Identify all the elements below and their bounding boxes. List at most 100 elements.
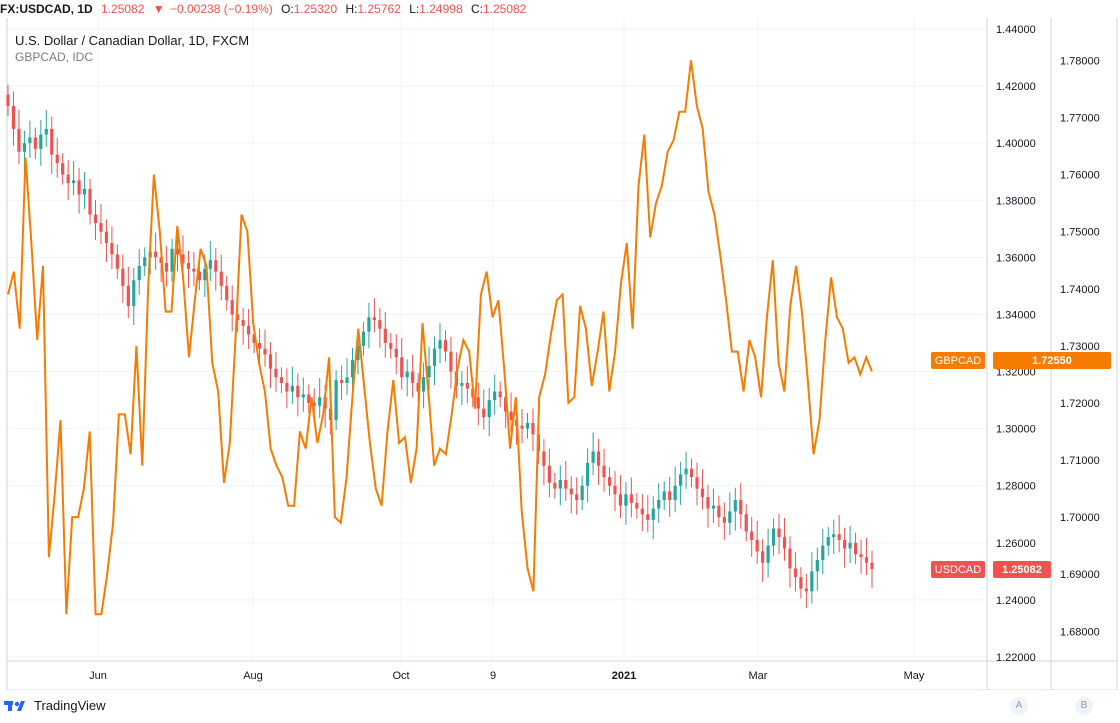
- candle-body: [531, 422, 535, 435]
- usdcad-candle: [400, 338, 404, 390]
- usdcad-candle: [296, 373, 300, 417]
- candle-body: [268, 354, 273, 369]
- usdcad-candle: [624, 482, 628, 525]
- candle-body: [580, 485, 584, 500]
- candle-body: [575, 494, 579, 500]
- usdcad-candle: [432, 336, 437, 385]
- usdcad-candle: [230, 285, 234, 332]
- right-axis-tick: 1.70000: [1060, 512, 1100, 524]
- right-price-axis[interactable]: 1.68000 1.69000 1.70000 1.71000 1.72000 1.730…: [1060, 55, 1100, 638]
- usdcad-candle: [509, 392, 513, 433]
- candle-body: [241, 320, 245, 326]
- usdcad-candle: [788, 536, 792, 588]
- candle-body: [504, 397, 508, 412]
- candle-body: [509, 411, 513, 421]
- candle-body: [33, 137, 37, 149]
- candle-body: [164, 263, 169, 272]
- usdcad-candle: [520, 408, 524, 444]
- candle-body: [547, 465, 551, 483]
- usdcad-candle: [498, 381, 502, 408]
- usdcad-candle: [575, 477, 579, 515]
- candle-body: [564, 480, 568, 489]
- usdcad-candle: [782, 517, 787, 561]
- usdcad-candle: [44, 109, 48, 147]
- usdcad-candle: [72, 161, 76, 196]
- usdcad-candle: [777, 513, 781, 554]
- left-price-axis[interactable]: 1.22000 1.24000 1.26000 1.28000 1.30000 1.320…: [996, 24, 1036, 664]
- candle-body: [225, 285, 229, 301]
- usdcad-candle: [618, 475, 623, 518]
- candle-body: [793, 568, 798, 578]
- usdcad-candle: [558, 465, 562, 506]
- candle-body: [679, 474, 683, 486]
- candle-body: [711, 505, 716, 509]
- footer-bar: TradingView A B: [0, 690, 1120, 723]
- right-axis-tick: 1.75000: [1060, 227, 1100, 239]
- candle-body: [700, 488, 705, 498]
- usdcad-candle: [104, 219, 109, 263]
- candle-body: [662, 491, 666, 500]
- candle-body: [722, 517, 726, 523]
- usdcad-candle: [821, 528, 825, 575]
- usdcad-candle: [700, 469, 705, 510]
- usdcad-candle: [88, 178, 92, 225]
- candle-body: [88, 188, 92, 215]
- price-change: −0.00238 (−0.19%): [169, 2, 273, 16]
- candle-body: [859, 554, 863, 558]
- candle-body: [438, 340, 442, 349]
- usdcad-candle: [711, 488, 716, 524]
- legend-main: U.S. Dollar / Canadian Dollar, 1D, FXCM: [15, 33, 249, 48]
- usdcad-candle: [449, 337, 453, 389]
- candle-body: [77, 180, 81, 195]
- candle-body: [651, 508, 655, 520]
- time-axis-tick: 9: [490, 670, 496, 682]
- candle-body: [334, 380, 338, 421]
- candle-body: [154, 251, 158, 258]
- gbpcad-price-tag: GBPCAD 1.72550: [931, 352, 1111, 369]
- usdcad-candle: [646, 495, 650, 533]
- tradingview-logo[interactable]: TradingView: [4, 698, 106, 713]
- usdcad-candle: [186, 250, 191, 288]
- usdcad-candle: [662, 481, 666, 510]
- usdcad-candle: [219, 254, 223, 301]
- usdcad-candle: [263, 329, 267, 367]
- candle-body: [493, 391, 497, 401]
- candle-body: [11, 106, 16, 129]
- candle-body: [558, 480, 562, 489]
- symbol-title[interactable]: FX:USDCAD, 1D: [0, 2, 93, 16]
- candle-body: [821, 545, 825, 560]
- usdcad-candle: [487, 387, 491, 437]
- chart-canvas[interactable]: 1.22000 1.24000 1.26000 1.28000 1.30000 1.320…: [0, 0, 1120, 690]
- time-axis-tick: 2021: [612, 670, 636, 682]
- time-axis-tick: Oct: [392, 670, 409, 682]
- candle-body: [766, 545, 770, 563]
- candle-body: [170, 248, 174, 272]
- usdcad-candle: [657, 483, 661, 524]
- open-label: O:: [281, 2, 294, 16]
- candle-body: [279, 377, 284, 383]
- candle-body: [61, 163, 65, 175]
- time-axis[interactable]: Jun Aug Oct 9 2021 Mar May: [89, 670, 925, 682]
- gbpcad-line: [7, 60, 873, 616]
- usdcad-candle: [28, 120, 32, 158]
- scale-b-button[interactable]: B: [1052, 690, 1116, 720]
- scale-a-button[interactable]: A: [987, 690, 1051, 720]
- usdcad-candle: [126, 266, 130, 319]
- usdcad-candle: [640, 494, 644, 532]
- left-axis-tick: 1.24000: [996, 595, 1036, 607]
- candle-body: [832, 534, 836, 538]
- candle-body: [804, 588, 808, 592]
- usdcad-candle: [290, 366, 294, 404]
- last-price: 1.25082: [101, 2, 145, 16]
- usdcad-candle: [482, 389, 486, 430]
- candle-body: [733, 500, 737, 512]
- candle-body: [864, 557, 869, 563]
- usdcad-candle: [132, 267, 136, 326]
- usdcad-candle: [804, 573, 808, 609]
- candle-body: [296, 385, 300, 398]
- candle-body: [28, 137, 32, 144]
- candle-body: [22, 143, 27, 152]
- usdcad-candle: [339, 365, 344, 400]
- usdcad-tag-value: 1.25082: [1002, 564, 1042, 576]
- usdcad-candle: [39, 120, 43, 166]
